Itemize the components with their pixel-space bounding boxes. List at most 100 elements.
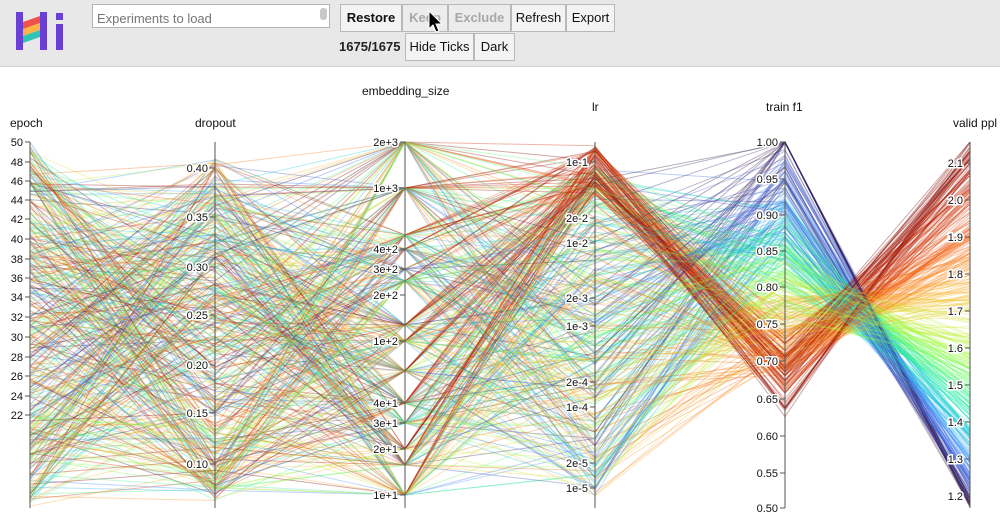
data-polyline xyxy=(29,141,971,394)
polylines xyxy=(29,140,971,508)
data-polyline xyxy=(29,187,971,491)
data-polyline xyxy=(29,145,971,466)
data-polyline xyxy=(29,176,971,437)
axis-title-epoch[interactable]: epoch xyxy=(10,116,43,130)
experiments-input[interactable] xyxy=(92,4,330,28)
axis-title-train-f1[interactable]: train f1 xyxy=(766,100,803,114)
data-polyline xyxy=(29,169,971,481)
data-polyline xyxy=(29,301,971,496)
data-polyline xyxy=(29,157,971,505)
tick-label: 0.85 xyxy=(757,246,778,258)
data-polyline xyxy=(29,187,971,452)
tick-label: 2.1 xyxy=(948,158,963,170)
tick-label: 24 xyxy=(11,391,23,403)
data-polyline xyxy=(29,181,971,466)
data-polyline xyxy=(29,191,971,466)
data-polyline xyxy=(29,257,971,496)
data-polyline xyxy=(29,248,971,348)
data-polyline xyxy=(29,178,971,445)
data-polyline xyxy=(29,284,971,463)
tick-label: 50 xyxy=(11,137,23,149)
data-polyline xyxy=(29,141,971,496)
data-polyline xyxy=(29,150,971,424)
data-polyline xyxy=(29,141,971,446)
data-polyline xyxy=(29,146,971,495)
data-polyline xyxy=(29,156,971,378)
dark-mode-button[interactable]: Dark xyxy=(474,33,515,61)
export-button[interactable]: Export xyxy=(566,4,615,32)
tick-label: 0.70 xyxy=(757,356,778,368)
data-polyline xyxy=(29,141,971,435)
data-polyline xyxy=(29,222,971,428)
exclude-button[interactable]: Exclude xyxy=(448,4,511,32)
data-polyline xyxy=(29,178,971,477)
refresh-button[interactable]: Refresh xyxy=(511,4,566,32)
data-polyline xyxy=(29,173,971,481)
input-scrollbar[interactable] xyxy=(318,6,328,26)
data-polyline xyxy=(29,187,971,420)
data-polyline xyxy=(29,275,971,375)
data-polyline xyxy=(29,175,971,489)
data-polyline xyxy=(29,256,971,496)
data-polyline xyxy=(29,180,971,489)
data-polyline xyxy=(29,170,971,499)
tick-label: 2e-4 xyxy=(566,377,588,389)
data-polyline xyxy=(29,223,971,430)
data-polyline xyxy=(29,190,971,500)
data-polyline xyxy=(29,178,971,493)
data-polyline xyxy=(29,202,971,450)
data-polyline xyxy=(29,141,971,504)
axis-title-valid-ppl[interactable]: valid ppl xyxy=(953,116,998,130)
experiments-text-field[interactable] xyxy=(97,11,307,26)
data-polyline xyxy=(29,163,971,359)
data-polyline xyxy=(29,141,971,316)
data-polyline xyxy=(29,141,971,428)
data-polyline xyxy=(29,206,971,462)
data-polyline xyxy=(29,233,971,450)
data-polyline xyxy=(29,221,971,433)
data-polyline xyxy=(29,158,971,479)
data-polyline xyxy=(29,181,971,465)
data-polyline xyxy=(29,181,971,492)
data-polyline xyxy=(29,141,971,331)
data-polyline xyxy=(29,173,971,392)
tick-label: 4e+2 xyxy=(373,244,398,256)
data-polyline xyxy=(29,156,971,412)
data-polyline xyxy=(29,165,971,504)
restore-button[interactable]: Restore xyxy=(340,4,402,32)
data-polyline xyxy=(29,188,971,377)
data-polyline xyxy=(29,141,971,447)
data-polyline xyxy=(29,155,971,480)
data-polyline xyxy=(29,183,971,448)
axis-dropout: 0.40 0.35 0.30 0.25 0.20 0.15 0.10 xyxy=(185,142,216,508)
data-polyline xyxy=(29,141,971,503)
data-polyline xyxy=(29,149,971,469)
data-polyline xyxy=(29,141,971,490)
data-polyline xyxy=(29,236,971,459)
data-polyline xyxy=(29,141,971,362)
data-polyline xyxy=(29,187,971,406)
data-polyline xyxy=(29,212,971,460)
axis-title-lr[interactable]: lr xyxy=(592,100,599,114)
parallel-coordinates-canvas[interactable]: 5048464442403836343230282624220.400.350.… xyxy=(0,67,1000,513)
hide-ticks-button[interactable]: Hide Ticks xyxy=(405,33,474,61)
data-polyline xyxy=(29,141,971,422)
data-polyline xyxy=(29,219,971,415)
data-polyline xyxy=(29,141,971,399)
data-polyline xyxy=(29,226,971,491)
data-polyline xyxy=(29,141,971,368)
data-polyline xyxy=(29,181,971,432)
tick-label: 0.95 xyxy=(757,174,778,186)
data-polyline xyxy=(29,141,971,434)
data-polyline xyxy=(29,182,971,439)
data-polyline xyxy=(29,187,971,443)
parallel-coordinates-plot[interactable]: epoch dropout embedding_size lr train f1… xyxy=(0,67,1000,513)
data-polyline xyxy=(29,178,971,502)
axis-title-embedding-size[interactable]: embedding_size xyxy=(362,84,450,98)
axis-title-dropout[interactable]: dropout xyxy=(195,116,236,130)
data-polyline xyxy=(29,280,971,470)
data-polyline xyxy=(29,280,971,465)
data-polyline xyxy=(29,169,971,485)
data-polyline xyxy=(29,220,971,424)
data-polyline xyxy=(29,141,971,467)
